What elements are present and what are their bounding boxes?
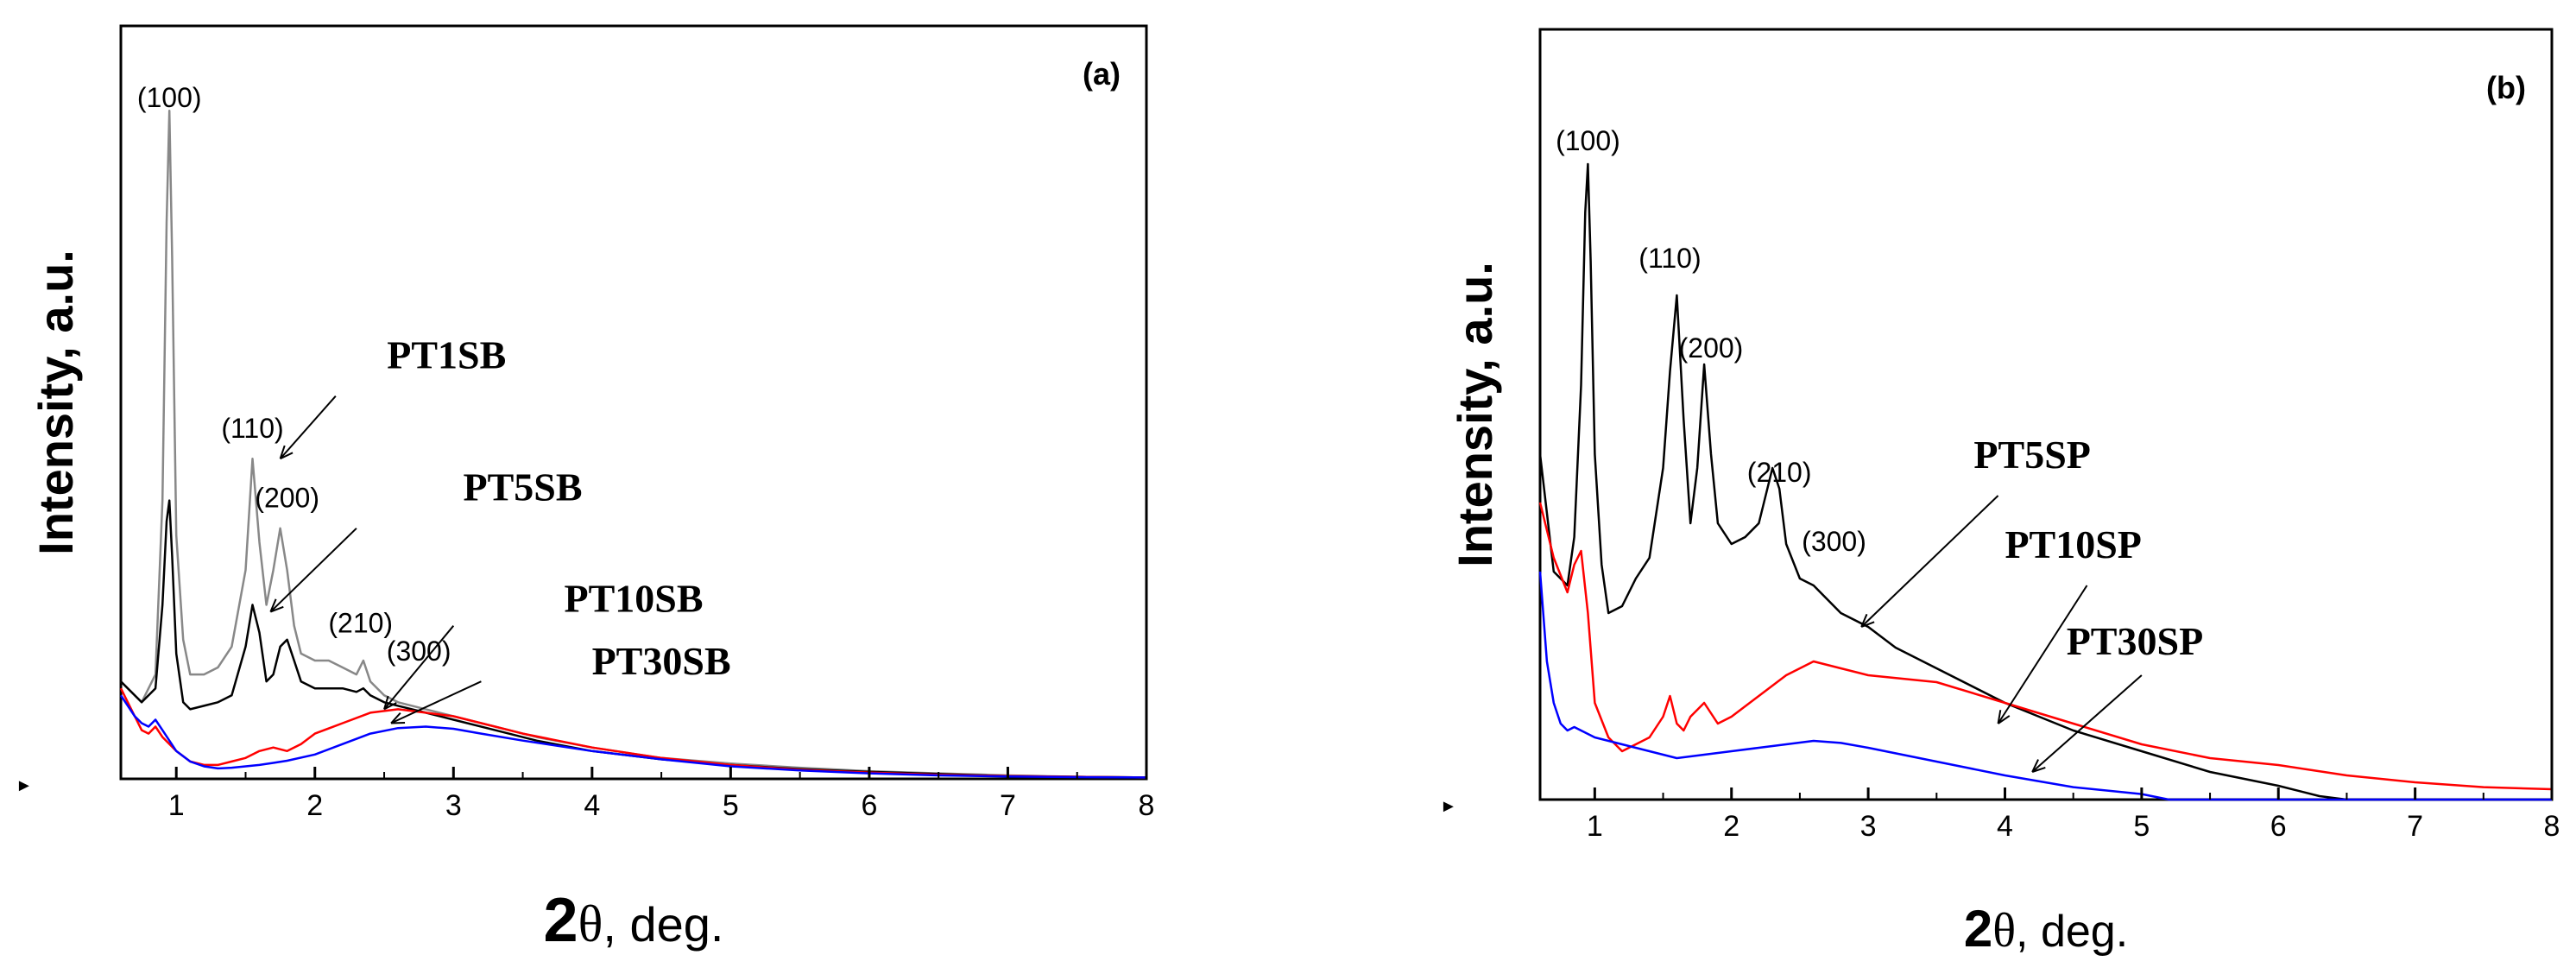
peak-label: (210) — [1747, 457, 1812, 488]
y-axis-label-a: Intensity, a.u. — [28, 250, 83, 555]
annotation-arrow — [269, 528, 357, 613]
annotation-arrow — [383, 625, 455, 711]
x-axis-label-a: 2θ, deg. — [544, 886, 724, 955]
series-line-pt30sb — [119, 694, 1147, 779]
panel-label-b: (b) — [2486, 70, 2526, 105]
small-marker-a: ► — [16, 776, 33, 795]
x-tick-label: 2 — [1723, 810, 1739, 843]
peak-label: (110) — [221, 413, 283, 444]
x-tick-label: 4 — [1997, 810, 2013, 843]
x-tick-label: 3 — [445, 789, 462, 822]
x-tick-label: 8 — [2544, 810, 2560, 843]
x-tick-label: 7 — [2407, 810, 2423, 843]
y-axis-label-b: Intensity, a.u. — [1448, 262, 1502, 567]
peak-label: (300) — [1802, 526, 1866, 557]
series-line-pt10sb — [119, 687, 1147, 779]
series-line-pt10sp — [1538, 502, 2553, 791]
annotations-b: (100) (110) (200) (210) (300) PT5SP PT10SP PT30… — [1556, 125, 2203, 773]
series-name-label: PT1SB — [387, 332, 506, 376]
series-name-label: PT10SB — [564, 577, 703, 621]
x-tick-label: 6 — [861, 789, 877, 822]
peak-label: (100) — [137, 82, 202, 113]
x-tick-label: 5 — [723, 789, 739, 822]
x-tick-label: 8 — [1139, 789, 1155, 822]
plot-frame-b — [1538, 28, 2554, 801]
plot-frame-a — [119, 24, 1148, 781]
peak-label: (110) — [1638, 243, 1701, 274]
panel-label-a: (a) — [1083, 56, 1121, 92]
x-tick-label: 4 — [584, 789, 600, 822]
x-axis-ticks-a: 1 2 3 4 5 6 7 8 — [168, 767, 1155, 822]
annotation-arrow — [390, 680, 482, 724]
series-line-pt30sp — [1538, 571, 2552, 801]
peak-label: (200) — [255, 483, 319, 514]
peak-label: (210) — [328, 608, 393, 639]
series-layer-b — [1538, 162, 2553, 801]
peak-label: (100) — [1556, 125, 1620, 156]
x-axis-ticks-b: 1 2 3 4 5 6 7 8 — [1587, 787, 2560, 843]
x-tick-label: 1 — [1587, 810, 1603, 843]
chart-panel-b: 1 2 3 4 5 6 7 8 (100) (110) (200) (210) (300) PT5SP P… — [1440, 28, 2560, 958]
x-tick-label: 2 — [306, 789, 323, 822]
small-marker-b: ► — [1440, 797, 1457, 816]
annotation-arrow — [1860, 495, 1999, 628]
series-layer-a — [119, 109, 1147, 779]
x-tick-label: 6 — [2270, 810, 2287, 843]
annotation-arrow — [2031, 674, 2143, 773]
series-name-label: PT30SB — [592, 639, 731, 683]
annotation-arrow — [1997, 585, 2088, 724]
x-tick-label: 7 — [1000, 789, 1016, 822]
peak-label: (200) — [1679, 332, 1744, 364]
x-tick-label: 5 — [2133, 810, 2150, 843]
series-line-pt5sp — [1538, 162, 2552, 801]
series-name-label: PT10SP — [2005, 522, 2141, 566]
series-name-label: PT5SP — [1973, 433, 2090, 477]
annotation-arrow — [279, 395, 337, 460]
x-tick-label: 3 — [1860, 810, 1877, 843]
x-axis-label-b: 2θ, deg. — [1964, 900, 2128, 958]
annotations-a: (100)(110)(200)(210)(300)PT1SBPT5SBPT10S… — [137, 82, 731, 724]
series-name-label: PT30SP — [2067, 619, 2203, 663]
series-name-label: PT5SB — [464, 465, 583, 509]
x-tick-label: 1 — [168, 789, 185, 822]
